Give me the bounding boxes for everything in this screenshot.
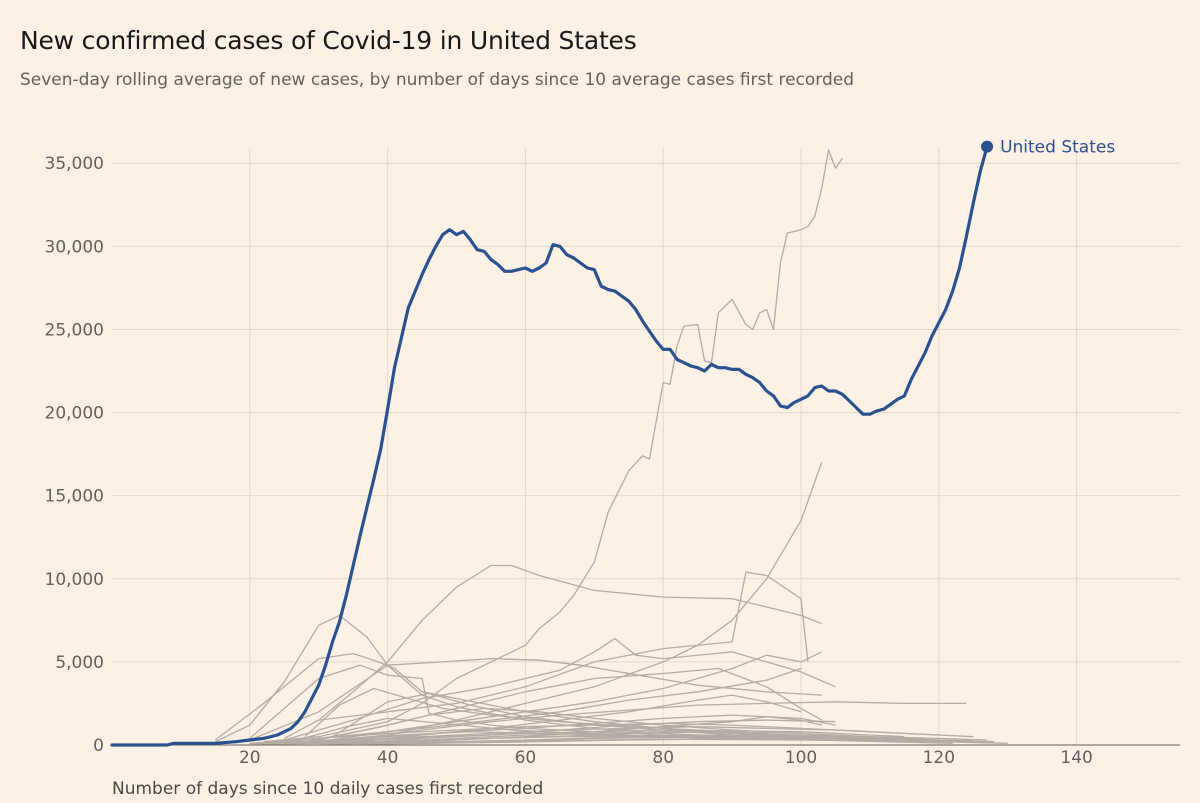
series-line-country-n (284, 667, 802, 743)
x-tick-label: 40 (377, 748, 399, 768)
series-line-country-h (284, 637, 836, 741)
series-line-country-i (318, 651, 822, 743)
united-states-line (110, 145, 989, 747)
y-tick-label: 35,000 (45, 154, 104, 174)
series-line-country-k (353, 701, 967, 741)
x-tick-label: 60 (515, 748, 537, 768)
x-tick-label: 140 (1060, 748, 1092, 768)
series-line-country-e (318, 571, 809, 721)
y-tick-label: 30,000 (45, 237, 104, 257)
y-tick-label: 15,000 (45, 487, 104, 507)
y-tick-label: 0 (93, 736, 104, 756)
gridlines (112, 148, 1180, 745)
x-axis: 20 40 60 80 100 120 140 (112, 744, 1180, 768)
x-tick-label: 20 (239, 748, 261, 768)
x-tick-label: 80 (652, 748, 674, 768)
series-line-country-t (304, 707, 802, 743)
y-axis: 0 5,000 10,000 15,000 20,000 25,000 30,000 35,0… (45, 154, 104, 756)
y-tick-label: 5,000 (55, 653, 104, 673)
x-axis-title: Number of days since 10 daily cases firs… (112, 779, 543, 799)
y-tick-label: 25,000 (45, 320, 104, 340)
chart-title: New confirmed cases of Covid-19 in Unite… (20, 26, 637, 55)
series-line-country-ac (284, 734, 939, 744)
united-states-endpoint (981, 140, 994, 153)
series-line-country-y (290, 717, 788, 743)
united-states-label: United States (1000, 138, 1115, 158)
series-line-country-a (263, 149, 843, 743)
chart-subtitle: Seven-day rolling average of new cases, … (20, 70, 855, 90)
series-line-country-ad (353, 737, 995, 745)
x-tick-label: 100 (785, 748, 817, 768)
y-tick-label: 20,000 (45, 404, 104, 424)
highlight-series: United States (110, 138, 1115, 747)
series-line-country-r (284, 726, 974, 744)
series-line-country-l (304, 687, 767, 738)
x-tick-label: 120 (923, 748, 955, 768)
series-line-country-ae (249, 729, 905, 744)
other-series (215, 149, 1008, 745)
series-line-country-af (422, 734, 926, 744)
y-tick-label: 10,000 (45, 570, 104, 590)
series-line-country-c (283, 564, 822, 739)
